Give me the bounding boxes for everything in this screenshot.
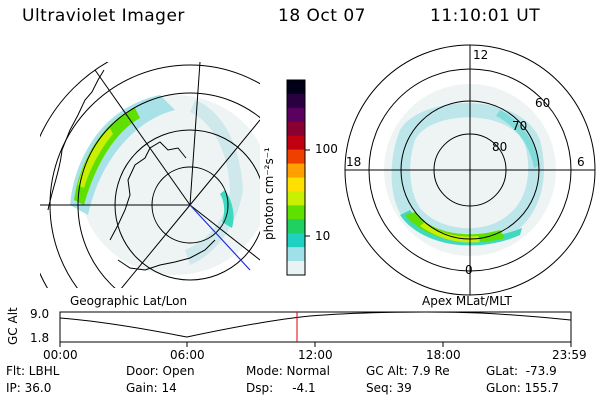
mlat-label-60: 60 <box>535 96 551 110</box>
colorbar-segment <box>287 205 305 220</box>
colorbar-segment <box>287 219 305 234</box>
oval-dawn <box>496 110 540 168</box>
colorbar-segment <box>287 80 305 95</box>
mlat-label-80: 80 <box>492 140 508 154</box>
colorbar-segment <box>287 107 305 123</box>
terminator-line <box>189 204 251 271</box>
timeline-xtick-1: 06:00 <box>170 348 205 362</box>
timeline-ytick-top: 9.0 <box>30 307 50 321</box>
colorbar-tick-100: 100 <box>315 142 338 156</box>
aurora-band-bright <box>78 128 113 188</box>
time-label: 11:10:01 UT <box>430 6 541 26</box>
colorbar-segment <box>287 247 305 262</box>
timeline-axis-label: GC Alt <box>6 307 20 345</box>
mlt-label-0: 0 <box>465 263 473 277</box>
status-mode: Mode: Normal <box>246 364 330 378</box>
altitude-timeline <box>59 311 572 347</box>
date-label: 18 Oct 07 <box>278 6 366 26</box>
status-dsp: Dsp: -4.1 <box>246 381 316 395</box>
status-seq: Seq: 39 <box>366 381 412 395</box>
aurora-band-outer <box>70 95 175 215</box>
coastline <box>47 69 216 271</box>
colorbar-segment <box>287 233 305 248</box>
altitude-curve <box>59 311 572 338</box>
timeline-ytick-bottom: 1.8 <box>30 331 50 345</box>
colorbar-segment <box>287 121 305 137</box>
mlt-label-18: 18 <box>346 155 362 169</box>
colorbar-segment <box>287 163 305 178</box>
longitude-grid <box>40 62 260 288</box>
aurora-band-core <box>74 108 140 205</box>
mlt-grid <box>345 45 595 295</box>
geographic-map <box>40 62 260 288</box>
status-ip: IP: 36.0 <box>6 381 52 395</box>
left-panel-caption: Geographic Lat/Lon <box>70 294 188 308</box>
timeline-xtick-0: 00:00 <box>43 348 78 362</box>
status-door: Door: Open <box>126 364 195 378</box>
colorbar <box>286 79 310 276</box>
status-filter: Flt: LBHL <box>6 364 60 378</box>
timeline-xtick-3: 18:00 <box>426 348 461 362</box>
status-gc-alt: GC Alt: 7.9 Re <box>366 364 450 378</box>
colorbar-segment <box>287 191 305 206</box>
mlat-mlt-plot <box>344 44 596 296</box>
timeline-xtick-4: 23:59 <box>552 348 587 362</box>
colorbar-segment <box>287 135 305 151</box>
oval-peak <box>420 222 480 243</box>
colorbar-unit-label: photon cm⁻²s⁻¹ <box>262 147 276 240</box>
colorbar-segment <box>287 93 305 109</box>
oval-bright <box>405 212 505 243</box>
status-glon: GLon: 155.7 <box>486 381 559 395</box>
colorbar-frame <box>286 79 306 276</box>
timeline-xtick-2: 12:00 <box>298 348 333 362</box>
status-glat: GLat: -73.9 <box>486 364 557 378</box>
colorbar-segment <box>287 261 305 276</box>
aurora-spot <box>220 190 234 228</box>
mlt-label-12: 12 <box>473 48 489 62</box>
status-gain: Gain: 14 <box>126 381 177 395</box>
timeline-ticks <box>59 342 572 347</box>
colorbar-segment <box>287 177 305 192</box>
colorbar-segment <box>287 149 305 165</box>
timeline-frame <box>59 311 572 343</box>
colorbar-tick-10: 10 <box>315 229 331 243</box>
right-panel-caption: Apex MLat/MLT <box>422 294 512 308</box>
mlat-label-70: 70 <box>512 119 528 133</box>
mlt-label-6: 6 <box>577 155 585 169</box>
instrument-title: Ultraviolet Imager <box>22 6 185 26</box>
